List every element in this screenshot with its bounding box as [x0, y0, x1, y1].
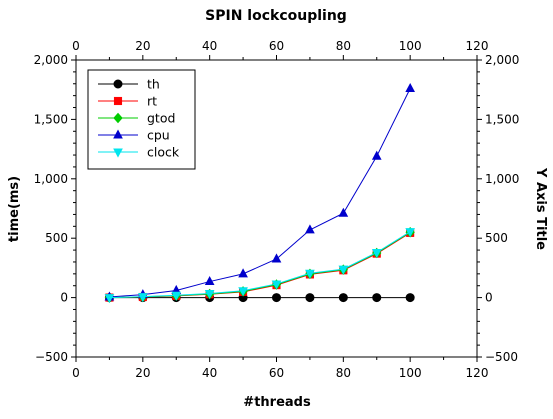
- y2-axis-title: Y Axis Title: [533, 167, 548, 250]
- y-tick-label-left: 0: [60, 291, 68, 305]
- data-point-th: [272, 293, 281, 303]
- x-tick-label-bottom: 80: [336, 366, 351, 380]
- data-point-cpu: [238, 268, 248, 278]
- y-tick-label-left: 1,000: [34, 172, 68, 186]
- y-tick-label-right: 2,000: [485, 53, 519, 67]
- y-tick-label-right: 1,000: [485, 172, 519, 186]
- legend-label-gtod: gtod: [147, 111, 175, 126]
- data-point-clock: [271, 280, 282, 290]
- data-point-clock: [405, 228, 415, 238]
- data-point-clock: [238, 287, 248, 297]
- data-point-cpu: [405, 82, 415, 93]
- y-axis-title: time(ms): [7, 176, 22, 242]
- y-tick-label-right: 1,500: [485, 112, 519, 126]
- data-point-cpu: [204, 275, 215, 286]
- y-tick-label-left: 2,000: [34, 53, 68, 67]
- x-tick-label-top: 120: [466, 39, 489, 53]
- x-tick-label-top: 100: [399, 39, 422, 53]
- data-point-cpu: [271, 253, 282, 263]
- legend-marker-cpu: [113, 129, 123, 139]
- y-tick-label-left: −500: [35, 350, 68, 364]
- x-axis-title: #threads: [243, 395, 311, 410]
- x-tick-label-top: 20: [135, 39, 150, 53]
- data-point-th: [338, 293, 348, 303]
- data-point-clock: [104, 294, 115, 304]
- data-point-clock: [171, 291, 182, 301]
- y-tick-label-right: −500: [485, 350, 518, 364]
- x-tick-label-top: 0: [72, 39, 80, 53]
- y-tick-label-left: 500: [45, 231, 68, 245]
- x-tick-label-bottom: 60: [269, 366, 284, 380]
- x-tick-label-top: 80: [336, 39, 351, 53]
- legend-marker-rt: [113, 96, 123, 106]
- data-point-cpu: [338, 207, 349, 217]
- legend-label-th: th: [147, 77, 160, 92]
- data-point-clock: [338, 265, 349, 275]
- legend-marker-clock: [113, 148, 123, 158]
- legend-label-clock: clock: [147, 145, 180, 160]
- x-tick-label-bottom: 120: [466, 366, 489, 380]
- data-point-clock: [204, 289, 215, 300]
- data-point-clock: [371, 248, 382, 259]
- data-point-clock: [137, 293, 148, 303]
- data-point-th: [405, 293, 415, 303]
- x-tick-label-bottom: 0: [72, 366, 80, 380]
- data-point-th: [372, 293, 382, 303]
- data-point-clock: [305, 269, 315, 279]
- x-tick-label-bottom: 40: [202, 366, 217, 380]
- x-tick-label-top: 60: [269, 39, 284, 53]
- legend-label-cpu: cpu: [147, 128, 170, 143]
- x-tick-label-bottom: 20: [135, 366, 150, 380]
- legend-label-rt: rt: [147, 94, 157, 109]
- y-tick-label-left: 1,500: [34, 112, 68, 126]
- legend-marker-gtod: [113, 112, 123, 124]
- x-tick-label-top: 40: [202, 39, 217, 53]
- data-point-cpu: [371, 150, 382, 160]
- legend-marker-th: [113, 79, 123, 89]
- data-point-th: [305, 293, 315, 303]
- data-point-cpu: [305, 224, 315, 234]
- series-line-clock: [109, 231, 411, 299]
- y-tick-label-right: 500: [485, 231, 508, 245]
- chart-title: SPIN lockcoupling: [205, 8, 347, 24]
- y-tick-label-right: 0: [485, 291, 493, 305]
- x-tick-label-bottom: 100: [399, 366, 422, 380]
- series-line-cpu: [109, 88, 411, 298]
